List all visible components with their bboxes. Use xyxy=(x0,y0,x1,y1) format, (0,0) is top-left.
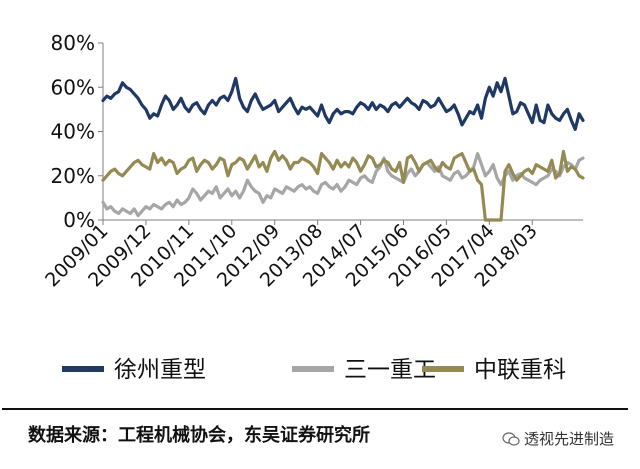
legend: 徐州重型 三一重工 中联重科 xyxy=(62,357,566,383)
source-note: 数据来源：工程机械协会，东吴证券研究所 xyxy=(28,425,370,446)
y-tick-label: 60% xyxy=(51,75,95,99)
plot-area xyxy=(102,43,583,221)
source-divider xyxy=(2,408,628,410)
y-tick-label: 40% xyxy=(51,120,95,144)
legend-label: 徐州重型 xyxy=(114,357,206,383)
watermark: 透视先进制造 xyxy=(502,428,614,449)
watermark-text: 透视先进制造 xyxy=(524,430,615,448)
legend-label: 中联重科 xyxy=(474,357,566,383)
y-tick-label: 80% xyxy=(51,31,95,55)
y-tick-label: 0% xyxy=(63,208,95,232)
series-line-1 xyxy=(101,76,585,131)
chart: 0% 20% 40% 60% 80% 2009/012009/122010/112011… xyxy=(41,31,585,383)
legend-label: 三一重工 xyxy=(344,357,436,383)
series-line-3 xyxy=(101,149,585,222)
series-lines xyxy=(101,76,585,222)
x-axis-ticks: 2009/012009/122010/112011/102012/092013/… xyxy=(41,220,542,291)
y-tick-label: 20% xyxy=(51,164,95,188)
wechat-icon xyxy=(502,432,520,446)
y-axis-ticks: 0% 20% 40% 60% 80% xyxy=(51,31,103,232)
